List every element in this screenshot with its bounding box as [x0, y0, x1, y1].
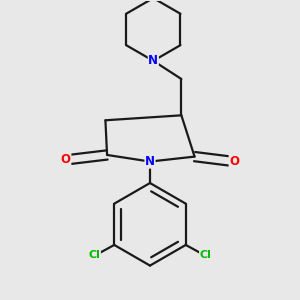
- Text: O: O: [61, 153, 71, 167]
- Text: O: O: [229, 155, 239, 168]
- Text: N: N: [148, 54, 158, 67]
- Text: Cl: Cl: [200, 250, 211, 260]
- Text: Cl: Cl: [88, 250, 101, 260]
- Text: N: N: [145, 155, 155, 168]
